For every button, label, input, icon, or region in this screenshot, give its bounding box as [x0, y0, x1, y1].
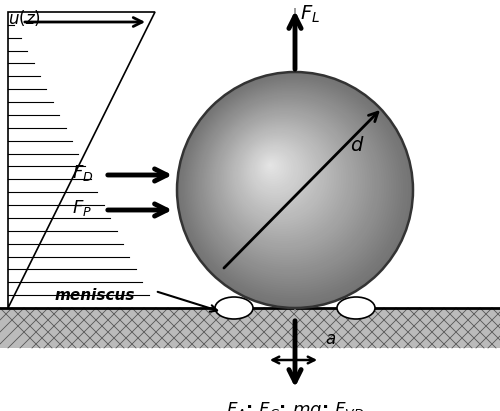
- Circle shape: [248, 143, 304, 199]
- Text: $\mathit{F_A}$; $\mathit{F_C}$; $\mathit{mg}$; $\mathit{F_{VD}}$: $\mathit{F_A}$; $\mathit{F_C}$; $\mathit…: [226, 400, 364, 411]
- Text: $u(z)$: $u(z)$: [8, 8, 41, 28]
- Circle shape: [253, 148, 296, 191]
- Circle shape: [247, 142, 306, 201]
- Circle shape: [206, 102, 368, 263]
- Circle shape: [236, 131, 322, 217]
- Circle shape: [268, 164, 272, 167]
- Circle shape: [210, 104, 363, 258]
- Circle shape: [190, 84, 394, 289]
- Circle shape: [194, 89, 387, 282]
- Circle shape: [222, 117, 344, 239]
- Circle shape: [183, 78, 404, 298]
- Ellipse shape: [337, 297, 375, 319]
- Circle shape: [198, 94, 380, 275]
- Circle shape: [182, 76, 406, 301]
- Circle shape: [233, 128, 327, 222]
- Circle shape: [224, 118, 342, 236]
- Circle shape: [200, 95, 378, 272]
- Circle shape: [230, 125, 332, 227]
- Circle shape: [239, 134, 318, 212]
- Circle shape: [259, 154, 286, 182]
- Circle shape: [204, 98, 372, 268]
- Circle shape: [218, 112, 351, 246]
- Circle shape: [254, 150, 294, 189]
- Circle shape: [185, 80, 401, 296]
- Circle shape: [240, 136, 316, 210]
- Circle shape: [186, 81, 398, 294]
- Circle shape: [250, 145, 301, 196]
- Circle shape: [196, 90, 384, 279]
- Text: $\mathit{d}$: $\mathit{d}$: [350, 136, 364, 155]
- Circle shape: [231, 126, 330, 224]
- Circle shape: [177, 72, 413, 308]
- Circle shape: [234, 129, 325, 220]
- Circle shape: [208, 103, 366, 260]
- Circle shape: [214, 109, 356, 251]
- Text: $\mathit{F}_\mathit{D}$: $\mathit{F}_\mathit{D}$: [72, 163, 94, 183]
- Circle shape: [211, 106, 360, 256]
- Circle shape: [228, 123, 334, 229]
- Circle shape: [191, 86, 392, 286]
- Circle shape: [192, 88, 389, 284]
- Polygon shape: [8, 12, 155, 308]
- Circle shape: [225, 120, 339, 234]
- Circle shape: [202, 97, 375, 270]
- Circle shape: [188, 83, 396, 291]
- Circle shape: [258, 152, 289, 184]
- Circle shape: [266, 160, 277, 172]
- Text: $\mathit{F}_\mathit{P}$: $\mathit{F}_\mathit{P}$: [72, 198, 92, 218]
- Circle shape: [267, 162, 275, 170]
- Circle shape: [197, 92, 382, 277]
- Ellipse shape: [215, 297, 253, 319]
- Circle shape: [205, 100, 370, 265]
- Bar: [0, 308, 500, 348]
- Circle shape: [180, 75, 408, 303]
- Text: $\mathit{F}_\mathit{L}$: $\mathit{F}_\mathit{L}$: [300, 4, 320, 25]
- Circle shape: [212, 108, 358, 253]
- Circle shape: [219, 114, 348, 244]
- Circle shape: [245, 140, 308, 203]
- Circle shape: [244, 139, 310, 206]
- Circle shape: [216, 111, 354, 248]
- Circle shape: [260, 156, 284, 179]
- Text: $\mathit{a}$: $\mathit{a}$: [325, 330, 336, 348]
- Circle shape: [220, 115, 346, 241]
- Circle shape: [256, 151, 292, 187]
- Circle shape: [252, 146, 298, 194]
- Circle shape: [238, 132, 320, 215]
- Circle shape: [264, 159, 280, 175]
- Circle shape: [178, 74, 410, 306]
- Circle shape: [242, 137, 313, 208]
- Circle shape: [226, 122, 336, 232]
- Circle shape: [262, 157, 282, 177]
- Text: meniscus: meniscus: [55, 288, 136, 302]
